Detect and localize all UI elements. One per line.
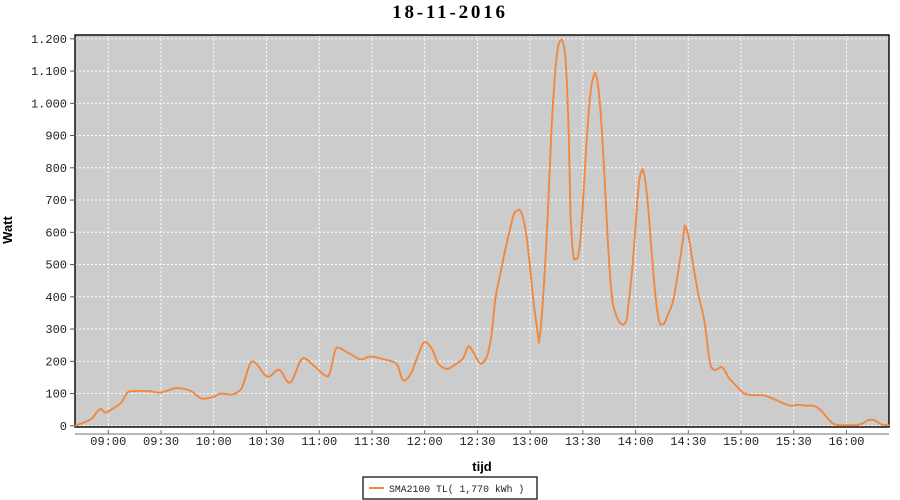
svg-text:300: 300 — [45, 323, 67, 337]
svg-text:SMA2100 TL( 1,770 kWh ): SMA2100 TL( 1,770 kWh ) — [389, 484, 524, 495]
svg-text:1.200: 1.200 — [31, 33, 67, 47]
svg-text:700: 700 — [45, 194, 67, 208]
svg-text:500: 500 — [45, 259, 67, 273]
svg-text:1.000: 1.000 — [31, 97, 67, 111]
svg-text:800: 800 — [45, 162, 67, 176]
svg-text:09:00: 09:00 — [90, 435, 126, 449]
svg-text:Watt: Watt — [0, 215, 15, 243]
svg-text:13:30: 13:30 — [565, 435, 601, 449]
svg-text:11:00: 11:00 — [301, 435, 337, 449]
svg-text:600: 600 — [45, 226, 67, 240]
svg-text:15:30: 15:30 — [776, 435, 812, 449]
svg-text:14:30: 14:30 — [670, 435, 706, 449]
svg-text:12:00: 12:00 — [407, 435, 443, 449]
svg-text:10:00: 10:00 — [196, 435, 232, 449]
svg-text:tijd: tijd — [472, 459, 492, 474]
svg-text:10:30: 10:30 — [248, 435, 284, 449]
svg-text:13:00: 13:00 — [512, 435, 548, 449]
svg-text:18-11-2016: 18-11-2016 — [392, 2, 508, 23]
svg-text:09:30: 09:30 — [143, 435, 179, 449]
svg-text:900: 900 — [45, 130, 67, 144]
svg-text:0: 0 — [60, 420, 67, 434]
svg-text:14:00: 14:00 — [618, 435, 654, 449]
svg-text:100: 100 — [45, 388, 67, 402]
svg-text:200: 200 — [45, 355, 67, 369]
svg-text:400: 400 — [45, 291, 67, 305]
svg-text:15:00: 15:00 — [723, 435, 759, 449]
svg-text:1.100: 1.100 — [31, 65, 67, 79]
svg-text:12:30: 12:30 — [459, 435, 495, 449]
svg-text:16:00: 16:00 — [828, 435, 864, 449]
svg-text:11:30: 11:30 — [354, 435, 390, 449]
